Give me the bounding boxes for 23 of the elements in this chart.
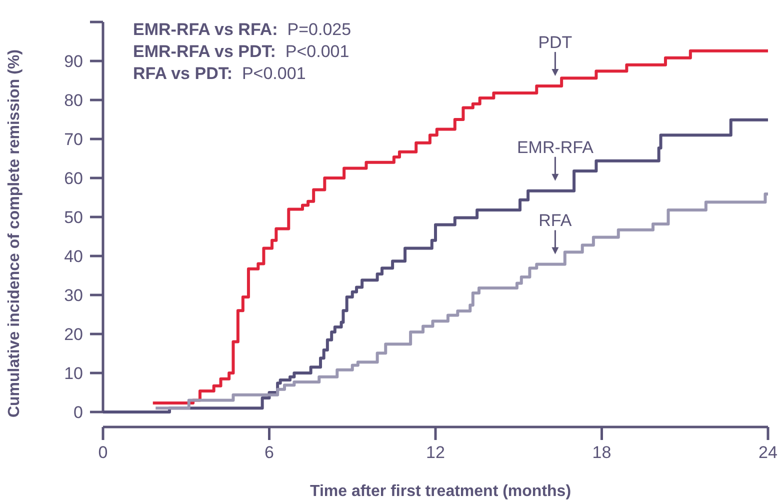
x-tick-label: 24 (758, 443, 778, 462)
x-tick-label: 12 (426, 443, 445, 462)
x-axis-title: Time after first treatment (months) (310, 483, 572, 500)
x-tick-label: 6 (264, 443, 274, 462)
series-label: RFA (538, 211, 572, 230)
y-tick-label: 70 (64, 130, 83, 149)
y-tick-label: 80 (64, 90, 83, 110)
series-label: EMR-RFA (516, 138, 594, 157)
annotation: EMR-RFA vs RFA: P=0.025 (133, 20, 352, 39)
y-tick-label: 40 (64, 246, 83, 266)
y-axis-title: Cumulative incidence of complete remission (%) (6, 49, 23, 418)
y-tick-label: 10 (64, 364, 83, 383)
series-label: PDT (538, 32, 572, 52)
x-tick-label: 18 (592, 443, 612, 462)
y-tick-label: 30 (64, 286, 83, 305)
annotation: RFA vs PDT: P<0.001 (133, 64, 306, 83)
y-tick-label: 0 (74, 402, 83, 422)
y-tick-label: 90 (64, 52, 83, 71)
annotation: EMR-RFA vs PDT: P<0.001 (133, 42, 350, 61)
y-tick-label: 60 (64, 168, 83, 188)
y-tick-label: 50 (64, 208, 83, 227)
x-tick-label: 0 (98, 443, 108, 462)
y-tick-label: 20 (64, 324, 83, 344)
